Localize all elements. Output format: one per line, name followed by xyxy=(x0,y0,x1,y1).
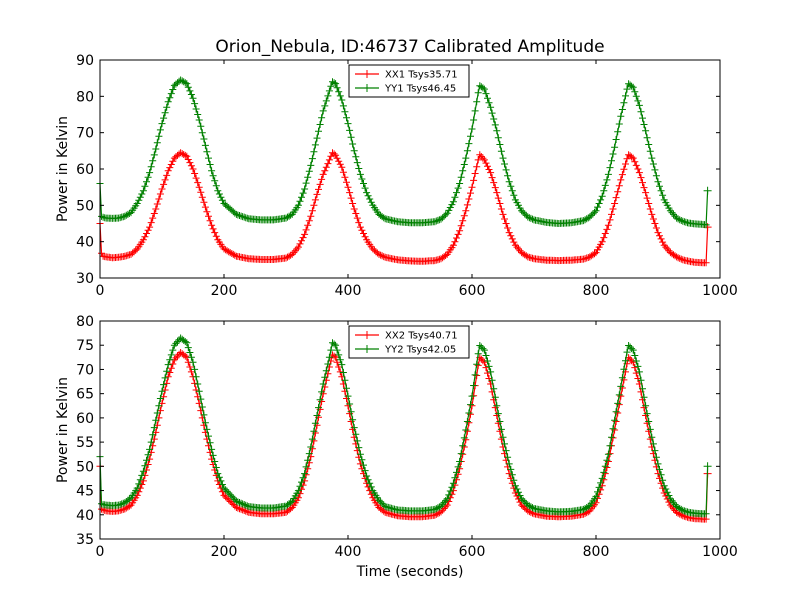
y-tick-label: 60 xyxy=(76,411,94,427)
x-tick-label: 800 xyxy=(583,544,610,560)
top-series-1-line xyxy=(99,79,709,226)
legend-marker xyxy=(363,84,371,92)
bottom-y-axis-label: Power in Kelvin xyxy=(55,377,71,483)
bottom-legend: XX2 Tsys40.71 YY2 Tsys42.05 xyxy=(348,325,470,359)
y-tick-label: 30 xyxy=(76,271,94,287)
legend-label: YY1 Tsys46.45 xyxy=(384,84,456,95)
legend-box xyxy=(348,325,470,359)
x-tick-label: 1000 xyxy=(702,283,738,299)
y-tick-label: 70 xyxy=(76,362,94,378)
top-series-0-markers xyxy=(96,149,712,267)
legend-marker xyxy=(363,345,371,353)
x-tick-label: 200 xyxy=(211,544,238,560)
y-tick-label: 60 xyxy=(76,162,94,178)
y-tick-label: 65 xyxy=(76,387,94,403)
bottom-axes-frame xyxy=(99,320,721,540)
top-series-0-line xyxy=(99,151,709,264)
x-tick-label: 400 xyxy=(335,283,362,299)
top-y-axis-label: Power in Kelvin xyxy=(55,116,71,222)
y-tick-label: 75 xyxy=(76,338,94,354)
legend-label: XX2 Tsys40.71 xyxy=(385,331,458,342)
y-tick-label: 55 xyxy=(76,435,94,451)
legend-marker xyxy=(363,70,371,78)
legend-label: XX1 Tsys35.71 xyxy=(385,70,458,81)
y-tick-label: 50 xyxy=(76,459,94,475)
bottom-ticks: 0 200 400 600 800 1000 35 40 45 50 55 60 65 70 75 80 xyxy=(76,314,738,560)
bottom-series-0-line xyxy=(99,351,709,520)
y-tick-label: 35 xyxy=(76,532,94,548)
y-tick-label: 40 xyxy=(76,235,94,251)
x-tick-label: 400 xyxy=(335,544,362,560)
y-tick-label: 80 xyxy=(76,314,94,330)
y-tick-label: 70 xyxy=(76,126,94,142)
y-tick-label: 50 xyxy=(76,198,94,214)
bottom-subplot: 0 200 400 600 800 1000 35 40 45 50 55 60 65 70 75 80 Po… xyxy=(55,314,738,580)
top-series-1-markers xyxy=(96,76,712,229)
x-tick-label: 1000 xyxy=(702,544,738,560)
y-tick-label: 40 xyxy=(76,508,94,524)
y-tick-label: 90 xyxy=(76,53,94,69)
x-tick-label: 0 xyxy=(96,544,105,560)
legend-box xyxy=(348,64,470,98)
x-tick-label: 200 xyxy=(211,283,238,299)
figure-title: Orion_Nebula, ID:46737 Calibrated Amplit… xyxy=(215,37,604,57)
top-legend: XX1 Tsys35.71 YY1 Tsys46.45 xyxy=(348,64,470,98)
bottom-series-layer xyxy=(96,334,712,523)
y-tick-label: 80 xyxy=(76,89,94,105)
x-tick-label: 600 xyxy=(459,544,486,560)
bottom-series-1-line xyxy=(99,337,709,515)
y-tick-label: 45 xyxy=(76,484,94,500)
x-tick-label: 800 xyxy=(583,283,610,299)
bottom-x-axis-label: Time (seconds) xyxy=(356,564,464,580)
top-subplot: 0 200 400 600 800 1000 30 40 50 60 70 80 90 Power in… xyxy=(55,53,738,299)
bottom-series-0-markers xyxy=(96,349,712,523)
legend-label: YY2 Tsys42.05 xyxy=(384,345,456,356)
x-tick-label: 0 xyxy=(96,283,105,299)
x-tick-label: 600 xyxy=(459,283,486,299)
legend-marker xyxy=(363,331,371,339)
top-series-layer xyxy=(96,76,712,267)
top-ticks: 0 200 400 600 800 1000 30 40 50 60 70 80 90 xyxy=(76,53,738,299)
